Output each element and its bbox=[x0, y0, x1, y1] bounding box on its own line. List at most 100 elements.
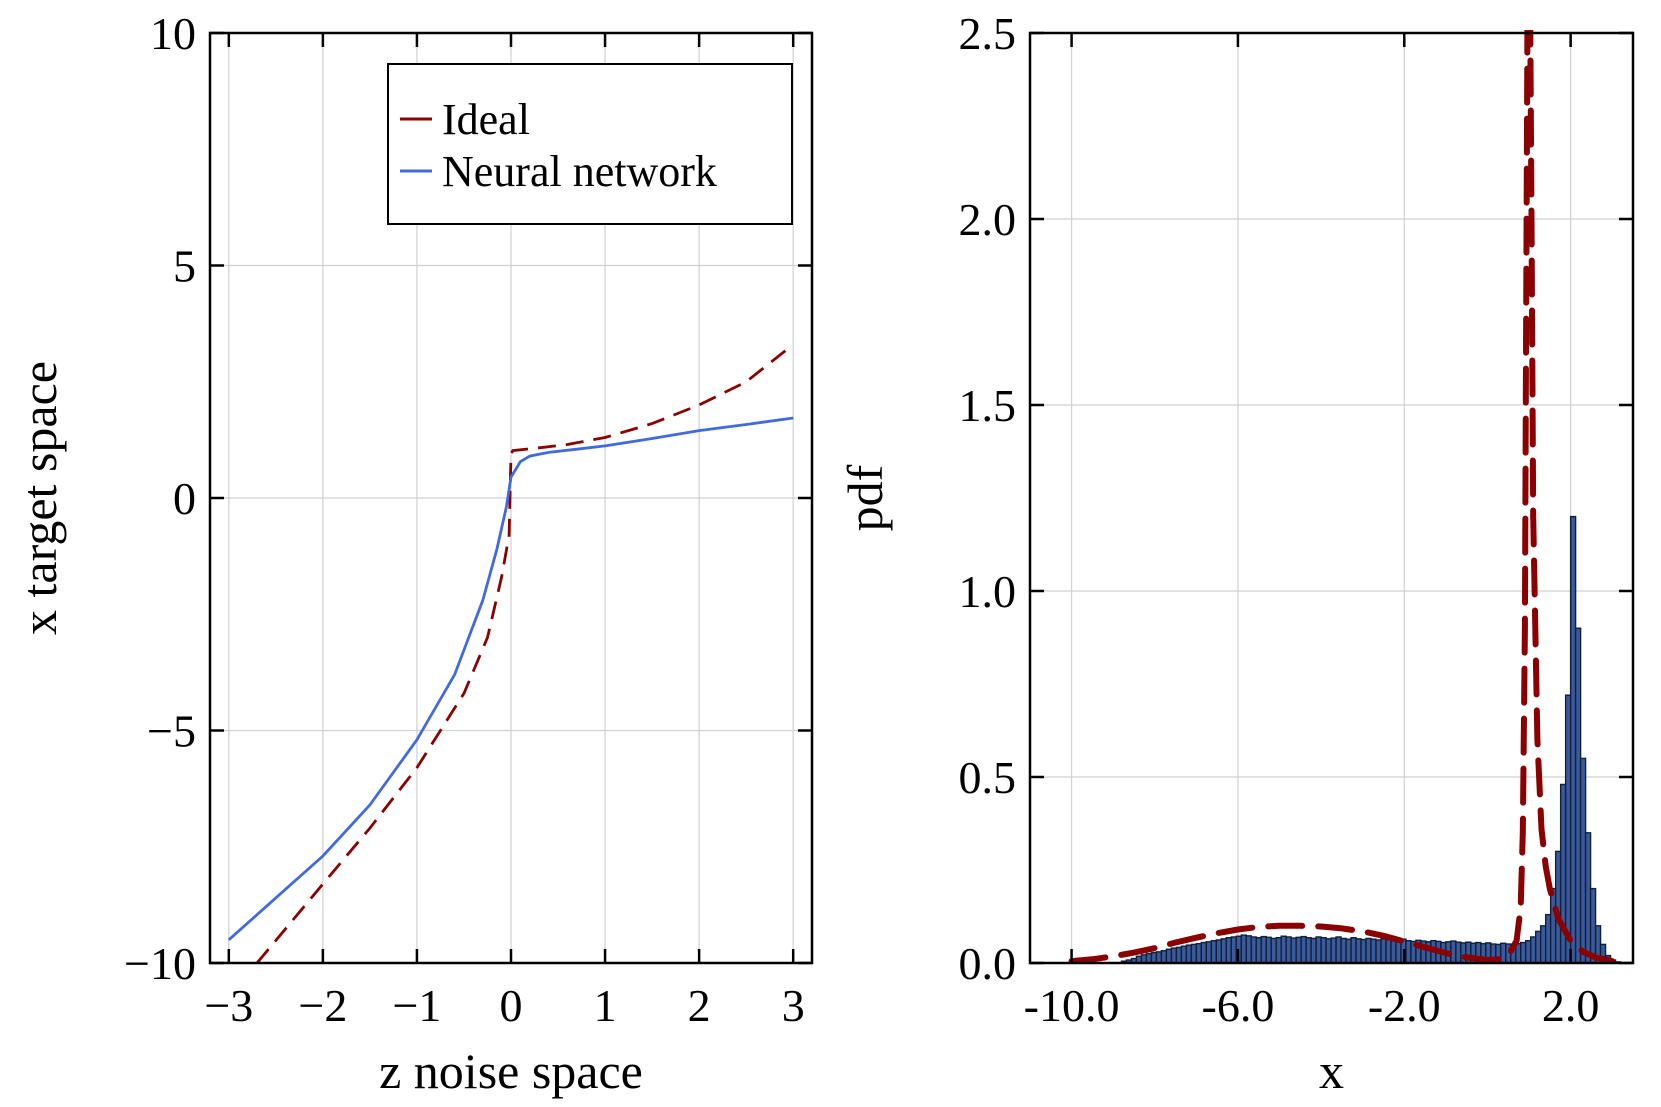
legend-ideal-label: Ideal bbox=[442, 95, 530, 144]
histogram-bar bbox=[1335, 936, 1342, 964]
right-plot-frame bbox=[1028, 31, 1635, 965]
histogram-bar bbox=[1165, 948, 1173, 964]
ideal-line bbox=[255, 343, 795, 964]
left-y-tick-label: 5 bbox=[173, 241, 196, 292]
legend-box bbox=[387, 63, 793, 225]
histogram-bar bbox=[1330, 937, 1337, 964]
histogram-bar bbox=[1574, 627, 1582, 964]
right-y-tick-label: 0.0 bbox=[959, 938, 1017, 989]
histogram-bar bbox=[1245, 935, 1252, 964]
histogram-bar bbox=[1549, 887, 1557, 964]
histogram-bar bbox=[1190, 943, 1198, 964]
histogram-bar bbox=[1155, 951, 1163, 964]
left-y-tick-label: −5 bbox=[147, 706, 196, 757]
histogram-bar bbox=[1569, 515, 1577, 964]
histogram-bar bbox=[1455, 941, 1462, 964]
neural-network-line bbox=[227, 416, 794, 941]
right-x-tick-label: -10.0 bbox=[1024, 980, 1120, 1031]
histogram-bar bbox=[1250, 936, 1257, 964]
histogram-bar bbox=[1315, 936, 1322, 964]
histogram-bar bbox=[1160, 950, 1168, 964]
histogram-bar bbox=[1150, 951, 1158, 964]
histogram-bar bbox=[1405, 939, 1412, 964]
right-x-tick-label: 2.0 bbox=[1542, 980, 1600, 1031]
right-y-tick-label: 2.0 bbox=[959, 194, 1017, 245]
right-chart: -10.0 -6.0 -2.0 2.0 0.0 0.5 1.0 1.5 2.0 2.5 x pdf bbox=[837, 8, 1635, 1099]
histogram-bar bbox=[1280, 935, 1287, 964]
right-x-axis-label: x bbox=[1319, 1043, 1344, 1099]
histogram-bar bbox=[1285, 936, 1292, 964]
ideal-pdf-line bbox=[1068, 30, 1616, 965]
histogram-bar bbox=[1265, 936, 1272, 964]
right-y-tick-label: 1.5 bbox=[959, 380, 1017, 431]
histogram-bar bbox=[1255, 937, 1262, 964]
histogram-bar bbox=[1375, 939, 1382, 964]
histogram-bar bbox=[1310, 937, 1317, 964]
left-x-tick-label: −1 bbox=[392, 980, 441, 1031]
histogram-bar bbox=[1345, 938, 1352, 964]
histogram-bar bbox=[1579, 757, 1587, 964]
histogram-bar bbox=[1145, 953, 1153, 964]
histogram-bar bbox=[1584, 832, 1592, 964]
left-y-axis-label: x target space bbox=[11, 361, 67, 635]
histogram-bar bbox=[1225, 937, 1232, 964]
histogram-bar bbox=[1195, 942, 1203, 964]
histogram-bar bbox=[1215, 939, 1222, 964]
histogram-bar bbox=[1185, 944, 1193, 964]
histogram-bar bbox=[1220, 938, 1227, 964]
left-y-tick-label: 0 bbox=[173, 473, 196, 524]
right-y-tick-label: 0.5 bbox=[959, 752, 1017, 803]
histogram-bar bbox=[1539, 925, 1547, 964]
histogram-bar bbox=[1295, 936, 1302, 964]
histogram-bar bbox=[1390, 939, 1397, 964]
right-y-tick-label: 2.5 bbox=[959, 8, 1017, 59]
left-x-tick-label: 0 bbox=[500, 980, 523, 1031]
histogram-bar bbox=[1210, 939, 1218, 964]
left-x-axis-label: z noise space bbox=[379, 1043, 643, 1099]
right-x-tick-label: -6.0 bbox=[1202, 980, 1275, 1031]
histogram-bar bbox=[1360, 938, 1367, 964]
histogram-bar bbox=[1300, 935, 1307, 964]
histogram-bar bbox=[1365, 937, 1372, 964]
histogram-bar bbox=[1529, 936, 1537, 964]
histogram-bar bbox=[1340, 937, 1347, 964]
histogram-bar bbox=[1260, 935, 1267, 964]
histogram-bar bbox=[1385, 938, 1392, 964]
right-y-axis-label: pdf bbox=[837, 464, 893, 531]
legend-neural-label: Neural network bbox=[442, 147, 717, 196]
histogram-bar bbox=[1525, 939, 1532, 964]
histogram-bar bbox=[1355, 938, 1362, 964]
left-x-tick-label: 2 bbox=[688, 980, 711, 1031]
histogram-bar bbox=[1500, 942, 1507, 964]
histogram-bar bbox=[1320, 937, 1327, 964]
histogram-bar bbox=[1175, 946, 1183, 964]
histogram-bar bbox=[1230, 936, 1237, 964]
left-x-tick-label: 3 bbox=[782, 980, 805, 1031]
histogram-bar bbox=[1350, 937, 1357, 964]
histogram-bar bbox=[1325, 938, 1332, 964]
histogram-bar bbox=[1305, 937, 1312, 964]
left-x-tick-label: −2 bbox=[298, 980, 347, 1031]
left-y-tick-label: 10 bbox=[150, 8, 196, 59]
histogram-bar bbox=[1180, 945, 1188, 964]
histogram-bar bbox=[1200, 941, 1208, 964]
histogram-bar bbox=[1370, 938, 1377, 964]
right-x-tick-label: -2.0 bbox=[1368, 980, 1441, 1031]
histogram-bar bbox=[1380, 938, 1387, 964]
histogram-bar bbox=[1450, 940, 1457, 964]
left-x-tick-label: −3 bbox=[204, 980, 253, 1031]
histogram-bar bbox=[1205, 941, 1213, 964]
histogram-bar bbox=[1270, 937, 1277, 964]
histogram-bar bbox=[1275, 937, 1282, 964]
histogram-bar bbox=[1240, 934, 1247, 964]
histogram-bar bbox=[1290, 937, 1297, 964]
histogram-bar bbox=[1589, 887, 1597, 964]
right-y-tick-label: 1.0 bbox=[959, 566, 1017, 617]
histogram-bar bbox=[1520, 941, 1527, 964]
left-y-tick-label: −10 bbox=[124, 938, 196, 989]
histogram-bar bbox=[1544, 913, 1552, 964]
left-x-tick-label: 1 bbox=[594, 980, 617, 1031]
